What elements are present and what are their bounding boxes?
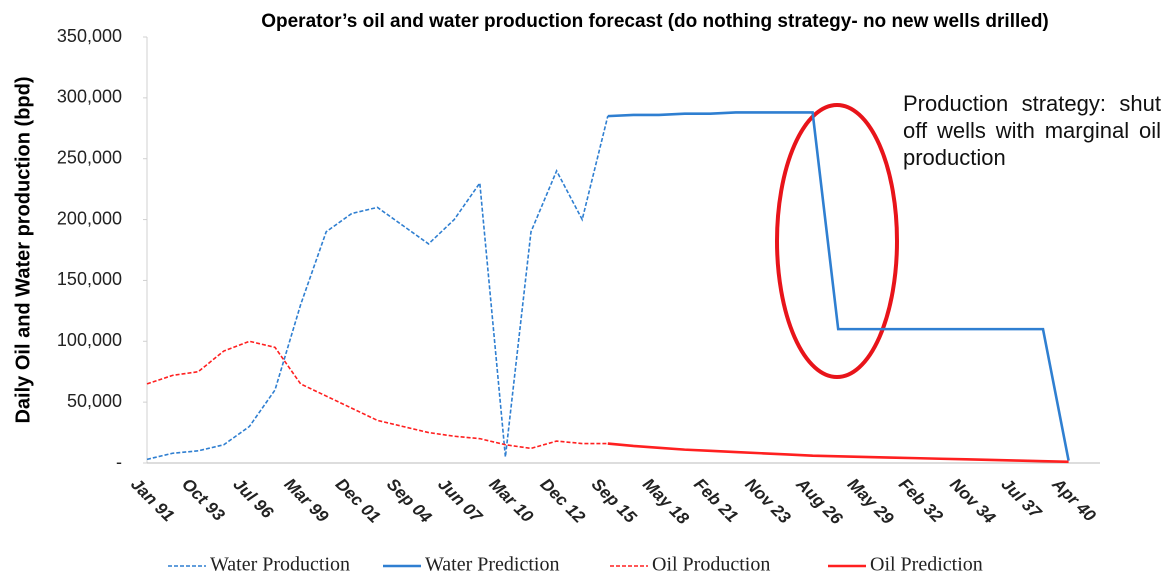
y-tick-label: 200,000 (57, 208, 122, 228)
x-tick-label: Jun 07 (434, 475, 487, 528)
legend-label: Oil Production (652, 554, 770, 576)
x-tick-label: Oct 93 (178, 475, 229, 526)
x-tick-label: Sep 04 (383, 475, 436, 528)
x-tick-label: Dec 12 (537, 475, 590, 528)
legend-label: Water Prediction (425, 554, 559, 576)
y-tick-label: 250,000 (57, 147, 122, 167)
annotation: Production strategy: shut off wells with… (903, 91, 1161, 170)
y-tick-label: 300,000 (57, 87, 122, 107)
x-tick-label: Jan 91 (127, 475, 178, 526)
x-tick-label: Feb 32 (895, 475, 947, 527)
highlight-ellipse (775, 103, 899, 379)
series-line (146, 115, 609, 461)
x-tick-label: Apr 40 (1048, 474, 1100, 526)
y-tick-label: 100,000 (57, 330, 122, 350)
legend-label: Water Production (210, 554, 350, 576)
x-tick-label: Nov 34 (946, 475, 999, 528)
x-tick-label: Mar 99 (281, 475, 333, 527)
y-tick-label: - (116, 452, 122, 472)
x-tick-label: Sep 15 (588, 475, 641, 528)
y-tick-label: 350,000 (57, 26, 122, 46)
x-tick-label: Jul 96 (229, 475, 277, 523)
legend-label: Oil Prediction (870, 554, 983, 576)
y-axis-label: Daily Oil and Water production (bpd) (12, 76, 34, 423)
x-tick-label: May 18 (639, 475, 693, 529)
y-tick-label: 50,000 (67, 391, 122, 411)
series-line (146, 340, 608, 450)
chart-title: Operator’s oil and water production fore… (261, 11, 1049, 32)
x-tick-label: Jul 37 (997, 475, 1046, 524)
x-tick-label: Aug 26 (792, 474, 847, 529)
x-tick-label: May 29 (844, 475, 898, 529)
x-tick-label: Nov 23 (741, 475, 794, 528)
x-tick-label: Mar 10 (485, 475, 537, 527)
series-line (607, 442, 1069, 464)
x-tick-label: Feb 21 (690, 475, 742, 527)
x-tick-label: Dec 01 (332, 475, 384, 527)
series-line (607, 111, 1070, 461)
y-tick-label: 150,000 (57, 269, 122, 289)
